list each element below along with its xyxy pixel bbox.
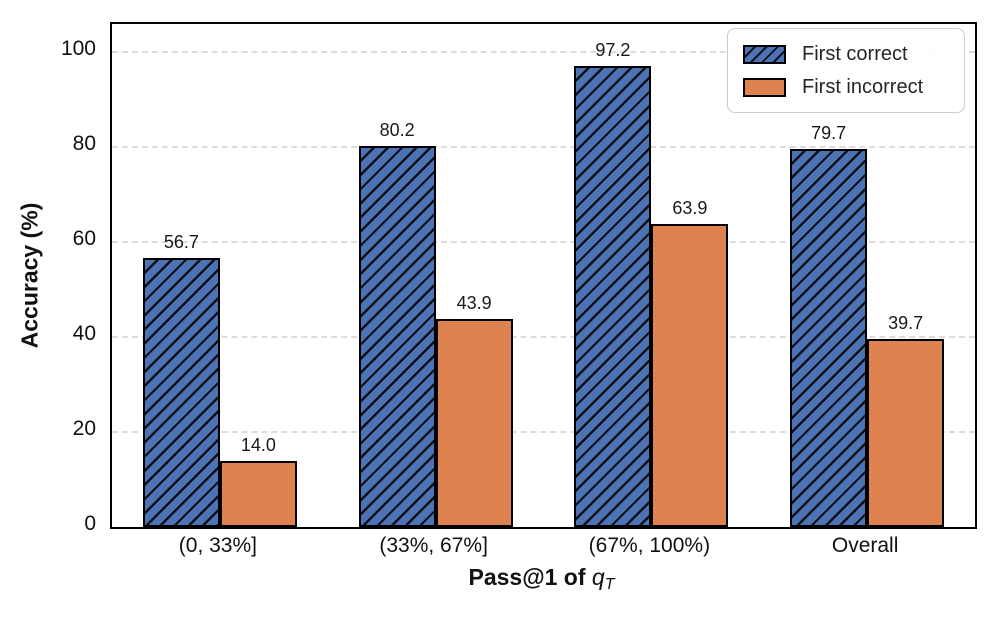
bar-first-incorrect-1 bbox=[435, 318, 513, 527]
legend-row-first-correct: First correct bbox=[743, 41, 949, 67]
bar-first-correct-2 bbox=[574, 65, 652, 527]
gridline-y-80 bbox=[112, 146, 975, 149]
legend-label-first-correct: First correct bbox=[802, 42, 908, 65]
legend: First correct First incorrect bbox=[727, 28, 965, 113]
x-tick-label-2: (67%, 100%) bbox=[588, 534, 711, 557]
legend-swatch-first-incorrect bbox=[743, 77, 786, 97]
bar-value-label: 39.7 bbox=[888, 312, 924, 333]
y-tick-label-60: 60 bbox=[72, 227, 96, 251]
gridline-y-100 bbox=[112, 51, 975, 54]
bar-value-label: 79.7 bbox=[811, 122, 847, 143]
y-axis-label: Accuracy (%) bbox=[16, 202, 43, 349]
bar-value-label: 43.9 bbox=[456, 292, 492, 313]
legend-swatch-first-correct bbox=[743, 44, 786, 64]
y-tick-label-100: 100 bbox=[60, 37, 96, 61]
bar-first-correct-3 bbox=[790, 148, 868, 527]
y-tick-label-80: 80 bbox=[72, 132, 96, 156]
legend-row-first-incorrect: First incorrect bbox=[743, 74, 949, 100]
gridline-y-20 bbox=[112, 431, 975, 434]
x-axis-label: Pass@1 of qT bbox=[110, 564, 973, 594]
bar-first-correct-0 bbox=[142, 257, 220, 527]
bar-value-label: 97.2 bbox=[595, 39, 631, 60]
bar-value-label: 63.9 bbox=[672, 197, 708, 218]
gridline-y-60 bbox=[112, 241, 975, 244]
legend-label-first-incorrect: First incorrect bbox=[802, 75, 924, 98]
x-axis-label-prefix: Pass@1 of bbox=[468, 564, 592, 590]
x-tick-label-3: Overall bbox=[831, 534, 899, 557]
x-axis-label-subscript: T bbox=[604, 576, 615, 593]
bar-first-correct-1 bbox=[358, 146, 436, 527]
bar-first-incorrect-2 bbox=[651, 223, 729, 527]
x-tick-label-0: (0, 33%] bbox=[178, 534, 257, 557]
y-tick-label-40: 40 bbox=[72, 322, 96, 346]
bar-first-incorrect-3 bbox=[867, 338, 945, 527]
y-tick-label-20: 20 bbox=[72, 417, 96, 441]
x-axis-label-variable: q bbox=[591, 564, 605, 590]
bar-value-label: 56.7 bbox=[163, 231, 199, 252]
bar-first-incorrect-0 bbox=[219, 460, 297, 527]
x-tick-label-1: (33%, 67%] bbox=[379, 534, 488, 557]
gridline-y-40 bbox=[112, 336, 975, 339]
bar-value-label: 14.0 bbox=[240, 434, 276, 455]
bar-value-label: 80.2 bbox=[379, 120, 415, 141]
y-tick-label-0: 0 bbox=[84, 512, 96, 535]
